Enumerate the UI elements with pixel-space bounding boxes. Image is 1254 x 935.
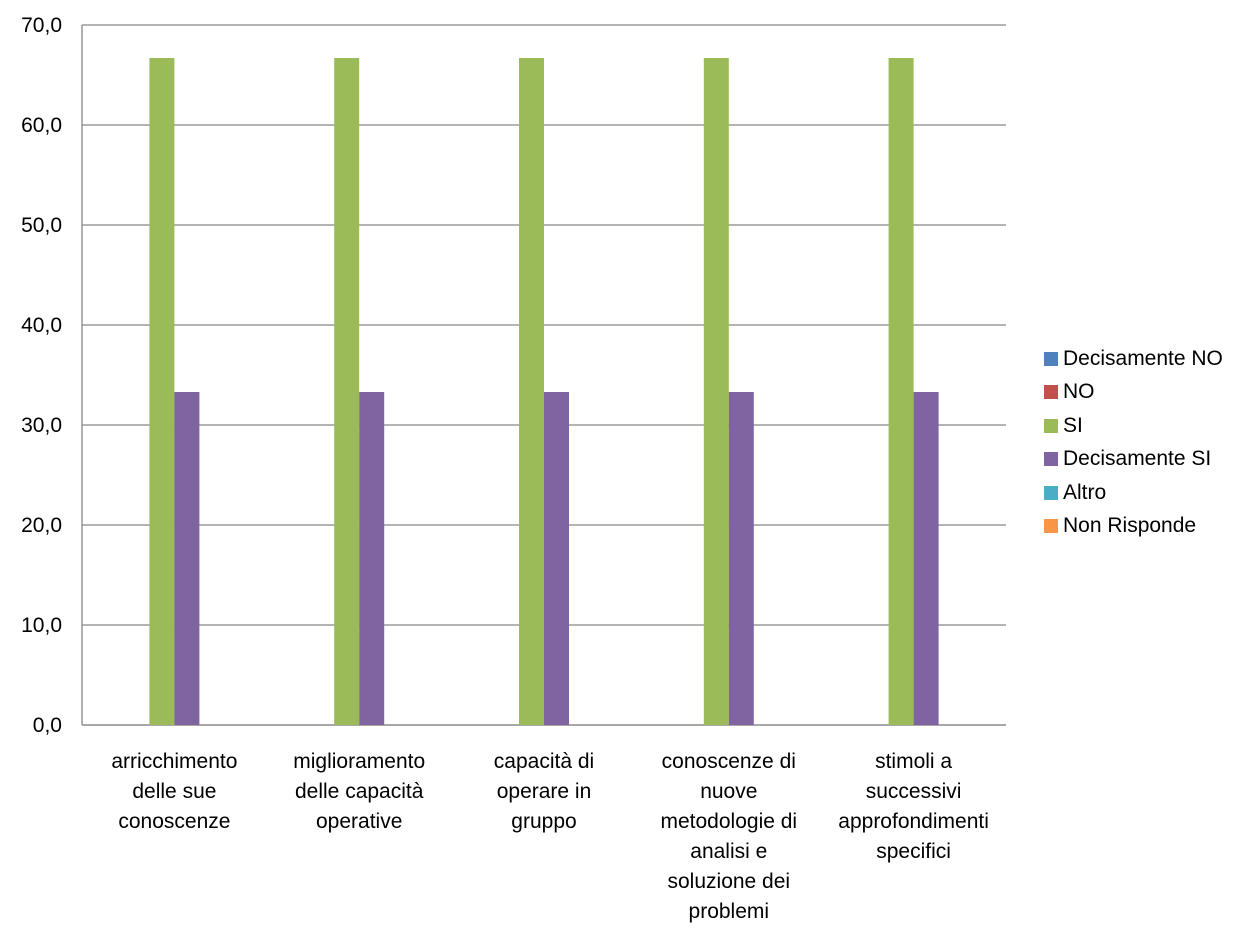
x-tick-label: arricchimento bbox=[111, 750, 237, 773]
legend-item: NO bbox=[1044, 376, 1223, 410]
x-tick-label: conoscenze bbox=[118, 810, 230, 833]
legend-item: Non Risponde bbox=[1044, 510, 1223, 544]
bar bbox=[174, 392, 200, 725]
x-tick-label: nuove bbox=[700, 780, 757, 803]
legend-label: Decisamente SI bbox=[1063, 447, 1212, 471]
bar bbox=[334, 58, 360, 725]
legend-swatch bbox=[1044, 385, 1058, 400]
x-tick-label: operare in bbox=[497, 780, 592, 803]
bar bbox=[544, 392, 569, 725]
legend-item: Decisamente SI bbox=[1044, 443, 1223, 477]
x-tick-label: metodologie di bbox=[661, 810, 798, 833]
bar bbox=[519, 58, 544, 725]
x-tick-label: delle capacità bbox=[295, 780, 424, 803]
bar bbox=[359, 392, 385, 725]
x-tick-label: delle sue bbox=[132, 780, 216, 803]
legend-label: Altro bbox=[1063, 480, 1107, 504]
y-tick-label: 40,0 bbox=[21, 314, 62, 337]
x-tick-label: miglioramento bbox=[293, 750, 425, 773]
y-tick-label: 20,0 bbox=[21, 514, 62, 537]
legend-item: Decisamente NO bbox=[1044, 342, 1223, 376]
x-tick-label: approfondimenti bbox=[838, 810, 989, 833]
x-tick-label: gruppo bbox=[511, 810, 576, 833]
legend-item: SI bbox=[1044, 409, 1223, 443]
x-tick-label: specifici bbox=[876, 840, 951, 863]
legend-swatch bbox=[1044, 452, 1058, 467]
x-tick-label: operative bbox=[316, 810, 402, 833]
legend-label: SI bbox=[1063, 413, 1083, 437]
x-tick-label: conoscenze di bbox=[662, 750, 796, 773]
y-tick-label: 70,0 bbox=[21, 14, 62, 37]
legend-item: Altro bbox=[1044, 476, 1223, 510]
y-tick-label: 60,0 bbox=[21, 114, 62, 137]
y-tick-label: 30,0 bbox=[21, 414, 62, 437]
legend-swatch bbox=[1044, 351, 1058, 366]
legend-swatch bbox=[1044, 519, 1058, 534]
bar bbox=[888, 58, 914, 725]
x-tick-label: analisi e bbox=[690, 840, 767, 863]
bar bbox=[149, 58, 175, 725]
x-tick-label: stimoli a bbox=[875, 750, 952, 773]
legend-label: Decisamente NO bbox=[1063, 346, 1223, 370]
legend-label: Non Risponde bbox=[1063, 514, 1197, 538]
y-tick-label: 10,0 bbox=[21, 614, 62, 637]
x-tick-label: soluzione dei bbox=[668, 870, 791, 893]
bar bbox=[913, 392, 939, 725]
legend-label: NO bbox=[1063, 380, 1095, 404]
bar bbox=[728, 392, 754, 725]
chart-legend: Decisamente NO NO SI Decisamente SI Altro Non… bbox=[1044, 342, 1223, 543]
x-tick-label: capacità di bbox=[494, 750, 594, 773]
legend-swatch bbox=[1044, 418, 1058, 433]
x-tick-label: successivi bbox=[866, 780, 962, 803]
x-tick-label: problemi bbox=[689, 900, 770, 923]
y-tick-label: 0,0 bbox=[33, 714, 62, 737]
bar bbox=[703, 58, 729, 725]
legend-swatch bbox=[1044, 485, 1058, 500]
y-tick-label: 50,0 bbox=[21, 214, 62, 237]
